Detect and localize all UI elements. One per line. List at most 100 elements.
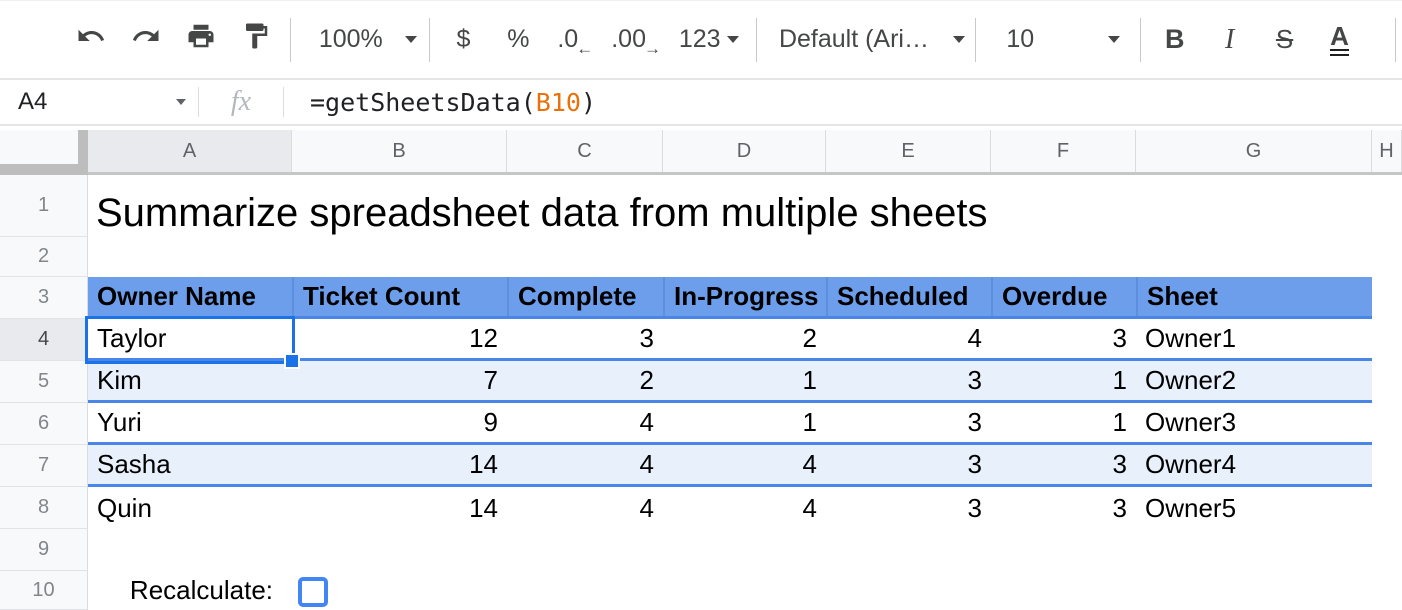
cell-G3[interactable]: Sheet	[1136, 277, 1372, 316]
cell-F3[interactable]: Overdue	[991, 277, 1136, 316]
row-header-6[interactable]: 6	[0, 403, 88, 445]
column-header-D[interactable]: D	[663, 130, 826, 172]
percent-format-button[interactable]: %	[491, 12, 546, 68]
chevron-down-icon	[727, 36, 739, 43]
cell-C3[interactable]: Complete	[507, 277, 663, 316]
row-header-4[interactable]: 4	[0, 319, 88, 361]
cell-F7[interactable]: 3	[991, 445, 1136, 484]
recalculate-checkbox[interactable]	[298, 577, 328, 607]
font-size-select[interactable]: 10	[992, 12, 1134, 68]
cell-B6[interactable]: 9	[292, 403, 507, 442]
cell-G8[interactable]: Owner5	[1136, 487, 1372, 529]
currency-format-button[interactable]: $	[436, 12, 491, 68]
row-header-10[interactable]: 10	[0, 571, 88, 610]
column-header-F[interactable]: F	[991, 130, 1136, 172]
italic-button[interactable]: I	[1202, 12, 1257, 68]
cell-C8[interactable]: 4	[507, 487, 663, 529]
paint-roller-icon	[241, 21, 271, 58]
cell-G4[interactable]: Owner1	[1136, 319, 1372, 358]
cell-G5[interactable]: Owner2	[1136, 361, 1372, 400]
cell-D6[interactable]: 1	[663, 403, 826, 442]
font-family-select[interactable]: Default (Ari…	[775, 12, 969, 68]
text-color-button[interactable]: A	[1312, 12, 1367, 68]
row-header-3[interactable]: 3	[0, 277, 88, 319]
percent-label: %	[507, 25, 529, 54]
cell-C7[interactable]: 4	[507, 445, 663, 484]
cell-D3[interactable]: In-Progress	[663, 277, 826, 316]
cell-D7[interactable]: 4	[663, 445, 826, 484]
increase-decimal-button[interactable]: .00 →	[607, 12, 668, 68]
column-header-H[interactable]: H	[1372, 130, 1402, 172]
cell-A6[interactable]: Yuri	[88, 403, 292, 442]
column-header-G[interactable]: G	[1136, 130, 1372, 172]
cell-B5[interactable]: 7	[292, 361, 507, 400]
column-header-C[interactable]: C	[507, 130, 663, 172]
cell-E8[interactable]: 3	[826, 487, 991, 529]
formula-prefix: =getSheetsData(	[310, 88, 536, 117]
cell-B7[interactable]: 14	[292, 445, 507, 484]
cell-D4[interactable]: 2	[663, 319, 826, 358]
cell-G6[interactable]: Owner3	[1136, 403, 1372, 442]
select-all-corner[interactable]	[0, 130, 88, 175]
toolbar-separator	[1395, 18, 1396, 62]
cell-G7[interactable]: Owner4	[1136, 445, 1372, 484]
cell-A3[interactable]: Owner Name	[88, 277, 292, 316]
cell-F6[interactable]: 1	[991, 403, 1136, 442]
bold-button[interactable]: B	[1147, 12, 1202, 68]
font-family-value: Default (Ari…	[779, 25, 929, 54]
row-header-9[interactable]: 9	[0, 529, 88, 571]
cell-B8[interactable]: 14	[292, 487, 507, 529]
arrow-left-icon: ←	[576, 39, 593, 59]
column-header-E[interactable]: E	[826, 130, 991, 172]
cell-F8[interactable]: 3	[991, 487, 1136, 529]
print-button[interactable]	[174, 12, 229, 68]
cell-B4[interactable]: 12	[292, 319, 507, 358]
cell-F4[interactable]: 3	[991, 319, 1136, 358]
chevron-down-icon	[176, 99, 186, 105]
table-header-row: Owner NameTicket CountCompleteIn-Progres…	[88, 277, 1372, 319]
cell-D5[interactable]: 1	[663, 361, 826, 400]
cell-C6[interactable]: 4	[507, 403, 663, 442]
cell-E6[interactable]: 3	[826, 403, 991, 442]
chevron-down-icon	[953, 36, 965, 43]
redo-button[interactable]	[119, 12, 174, 68]
zoom-select[interactable]: 100%	[313, 12, 423, 68]
cell-A1-title[interactable]: Summarize spreadsheet data from multiple…	[96, 174, 1386, 242]
decrease-decimal-button[interactable]: .0 ←	[546, 12, 607, 68]
cell-B3[interactable]: Ticket Count	[292, 277, 507, 316]
table-row-5: Kim72131Owner2	[88, 361, 1372, 403]
column-header-B[interactable]: B	[292, 130, 507, 172]
formula-input[interactable]: =getSheetsData(B10)	[284, 88, 596, 117]
cell-F5[interactable]: 1	[991, 361, 1136, 400]
row-header-5[interactable]: 5	[0, 361, 88, 403]
cell-E7[interactable]: 3	[826, 445, 991, 484]
cell-E5[interactable]: 3	[826, 361, 991, 400]
cell-C4[interactable]: 3	[507, 319, 663, 358]
fill-handle[interactable]	[284, 353, 300, 369]
cell-E4[interactable]: 4	[826, 319, 991, 358]
column-header-A[interactable]: A	[88, 130, 292, 172]
paint-format-button[interactable]	[229, 12, 284, 68]
italic-icon: I	[1225, 24, 1234, 56]
cell-A5[interactable]: Kim	[88, 361, 292, 400]
name-box[interactable]: A4	[0, 88, 198, 116]
cell-A10-recalculate-label: Recalculate:	[88, 571, 273, 610]
row-header-8[interactable]: 8	[0, 487, 88, 529]
toolbar-separator	[756, 18, 757, 62]
chevron-down-icon	[1108, 36, 1120, 43]
cell-D8[interactable]: 4	[663, 487, 826, 529]
text-color-icon: A	[1330, 23, 1349, 56]
row-header-7[interactable]: 7	[0, 445, 88, 487]
number-format-button[interactable]: 123	[668, 12, 750, 68]
formula-bar: A4 fx =getSheetsData(B10)	[0, 80, 1402, 126]
row-header-1[interactable]: 1	[0, 175, 88, 237]
cell-E3[interactable]: Scheduled	[826, 277, 991, 316]
chevron-down-icon	[405, 36, 417, 43]
row-header-2[interactable]: 2	[0, 237, 88, 277]
cell-A7[interactable]: Sasha	[88, 445, 292, 484]
undo-button[interactable]	[64, 12, 119, 68]
cell-A8[interactable]: Quin	[88, 487, 292, 529]
strikethrough-button[interactable]: S	[1257, 12, 1312, 68]
bold-icon: B	[1165, 24, 1185, 55]
cell-C5[interactable]: 2	[507, 361, 663, 400]
